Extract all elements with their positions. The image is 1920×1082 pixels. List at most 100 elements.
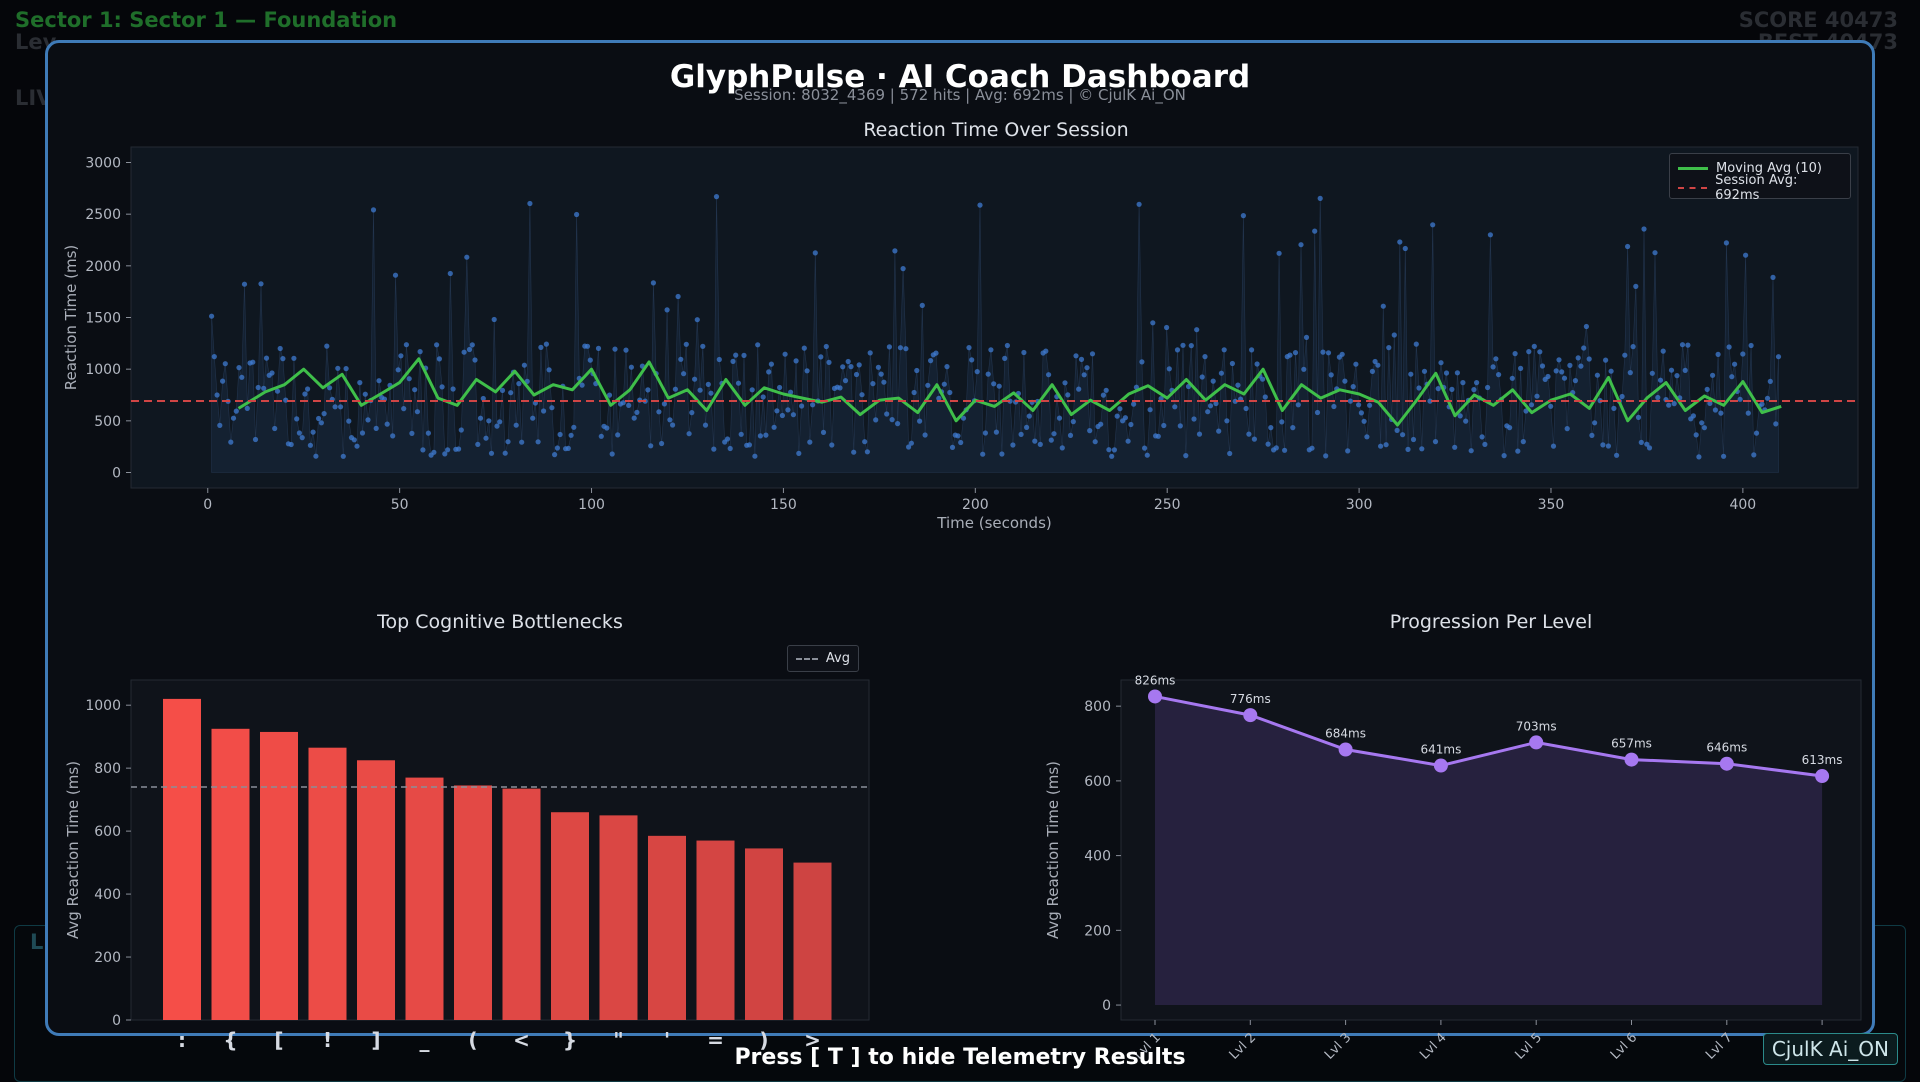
scatter-point bbox=[615, 432, 621, 438]
scatter-point bbox=[1221, 347, 1227, 353]
scatter-point bbox=[900, 266, 906, 272]
scatter-point bbox=[1715, 351, 1721, 357]
bottlenecks-bar-chart: 0 200 400 600 800 1000 Avg Reaction Time (ms):… bbox=[64, 679, 870, 1052]
bar bbox=[648, 835, 686, 1020]
y-tick-label: 500 bbox=[94, 414, 121, 430]
scatter-point bbox=[1556, 357, 1562, 363]
scatter-point bbox=[1062, 380, 1068, 386]
scatter-point bbox=[1117, 406, 1123, 412]
scatter-point bbox=[1216, 428, 1222, 434]
scatter-point bbox=[766, 369, 772, 375]
scatter-point bbox=[565, 445, 571, 451]
scatter-point bbox=[1150, 320, 1156, 326]
scatter-point bbox=[1353, 361, 1359, 367]
x-tick-label: ' bbox=[664, 1028, 670, 1052]
scatter-point bbox=[1191, 416, 1197, 422]
data-label: 703ms bbox=[1516, 719, 1557, 733]
x-tick-label: = bbox=[707, 1028, 724, 1052]
progression-chart-title: Progression Per Level bbox=[1389, 611, 1593, 633]
scatter-point bbox=[1718, 410, 1724, 416]
scatter-point bbox=[439, 384, 445, 390]
scatter-point bbox=[228, 439, 234, 445]
scatter-point bbox=[727, 445, 733, 452]
scatter-point bbox=[1301, 366, 1307, 372]
progression-point bbox=[1338, 742, 1353, 757]
scatter-point bbox=[1089, 351, 1096, 357]
scatter-point bbox=[1235, 382, 1241, 388]
scatter-point bbox=[486, 418, 492, 424]
scatter-point bbox=[241, 281, 248, 287]
scatter-point bbox=[1243, 405, 1249, 412]
scatter-point bbox=[609, 451, 615, 457]
y-tick-label: 0 bbox=[112, 1013, 121, 1029]
scatter-point bbox=[1699, 420, 1705, 426]
scatter-point bbox=[738, 431, 744, 437]
scatter-point bbox=[1136, 201, 1142, 207]
scatter-point bbox=[941, 381, 947, 387]
scatter-point bbox=[829, 442, 835, 448]
scatter-point bbox=[1276, 250, 1282, 256]
scatter-point bbox=[1564, 426, 1570, 432]
scatter-point bbox=[713, 194, 720, 200]
scatter-point bbox=[214, 392, 220, 398]
bar bbox=[793, 862, 832, 1020]
scatter-point bbox=[1161, 422, 1167, 429]
scatter-point bbox=[870, 381, 876, 387]
scatter-point bbox=[1240, 213, 1246, 219]
scatter-point bbox=[546, 367, 552, 373]
scatter-point bbox=[1312, 228, 1318, 234]
scatter-point bbox=[694, 317, 700, 323]
progression-point bbox=[1529, 735, 1544, 750]
scatter-point bbox=[255, 384, 261, 391]
scatter-point bbox=[996, 383, 1002, 389]
scatter-point bbox=[1287, 352, 1293, 358]
scatter-point bbox=[497, 419, 503, 425]
scatter-point bbox=[892, 248, 898, 254]
scatter-point bbox=[294, 416, 300, 422]
scatter-point bbox=[1314, 409, 1321, 416]
data-label: 776ms bbox=[1230, 692, 1271, 706]
scatter-point bbox=[944, 364, 950, 370]
scatter-point bbox=[373, 425, 379, 431]
scatter-point bbox=[702, 422, 709, 428]
scatter-point bbox=[527, 200, 533, 207]
scatter-point bbox=[1213, 400, 1219, 407]
scatter-point bbox=[1775, 354, 1782, 360]
scatter-point bbox=[338, 404, 344, 410]
scatter-point bbox=[332, 404, 338, 410]
scatter-point bbox=[1073, 353, 1079, 359]
scatter-point bbox=[1056, 415, 1063, 421]
scatter-point bbox=[283, 397, 289, 403]
scatter-point bbox=[420, 447, 426, 453]
scatter-point bbox=[1515, 448, 1521, 454]
legend-avg: Avg bbox=[825, 651, 850, 666]
scatter-point bbox=[925, 382, 931, 388]
scatter-point bbox=[250, 359, 256, 365]
scatter-point bbox=[1032, 438, 1038, 444]
scatter-point bbox=[672, 386, 679, 392]
scatter-point bbox=[735, 380, 742, 386]
scatter-point bbox=[774, 408, 780, 414]
scatter-point bbox=[414, 409, 420, 415]
scatter-point bbox=[494, 423, 500, 429]
scatter-point bbox=[1007, 398, 1013, 404]
scatter-point bbox=[922, 432, 928, 438]
scatter-point bbox=[985, 371, 991, 377]
scatter-point bbox=[1603, 357, 1609, 363]
scatter-point bbox=[1051, 431, 1057, 437]
scatter-point bbox=[1364, 434, 1370, 440]
scatter-point bbox=[837, 385, 843, 391]
scatter-point bbox=[711, 446, 717, 452]
scatter-point bbox=[982, 430, 989, 436]
x-tick-label: { bbox=[223, 1028, 237, 1052]
scatter-point bbox=[851, 449, 857, 455]
data-label: 613ms bbox=[1802, 753, 1843, 767]
scatter-point bbox=[357, 380, 363, 386]
reaction-chart-legend: Moving Avg (10) Session Avg: 692ms bbox=[1669, 153, 1851, 203]
scatter-point bbox=[458, 427, 464, 433]
bar bbox=[696, 840, 735, 1020]
scatter-point bbox=[519, 439, 525, 445]
bottlenecks-legend: Avg bbox=[787, 645, 859, 672]
scatter-point bbox=[1323, 453, 1329, 459]
bar bbox=[260, 731, 298, 1020]
